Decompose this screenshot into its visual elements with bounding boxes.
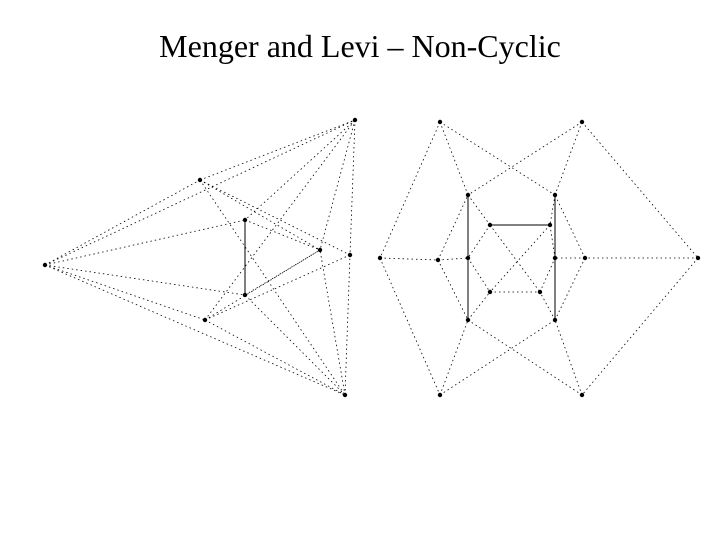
graph-edge bbox=[200, 180, 320, 250]
graph-node bbox=[348, 253, 352, 257]
graph-edge bbox=[468, 320, 582, 395]
graph-node bbox=[438, 393, 442, 397]
graph-edge bbox=[438, 258, 468, 260]
graph-edge bbox=[540, 292, 555, 320]
graph-node bbox=[580, 120, 584, 124]
graph-node bbox=[553, 193, 557, 197]
graph-canvas bbox=[0, 0, 720, 540]
graph-edge bbox=[205, 120, 355, 320]
graph-edge bbox=[440, 122, 468, 195]
graph-edge bbox=[468, 292, 490, 320]
graph-edge bbox=[245, 120, 355, 220]
graph-node bbox=[198, 178, 202, 182]
graph-edge bbox=[438, 195, 468, 260]
graph-node bbox=[553, 318, 557, 322]
graph-node bbox=[343, 393, 347, 397]
graph-node bbox=[538, 290, 542, 294]
graph-edge bbox=[490, 225, 540, 292]
graph-edge bbox=[45, 120, 355, 265]
graph-edge bbox=[205, 255, 350, 320]
graph-node bbox=[696, 256, 700, 260]
graph-edge bbox=[468, 225, 490, 258]
graph-edge bbox=[45, 265, 345, 395]
graph-edge bbox=[555, 122, 582, 195]
graph-node bbox=[43, 263, 47, 267]
graph-node bbox=[378, 256, 382, 260]
graph-edge bbox=[438, 260, 468, 320]
graph-edge bbox=[540, 258, 555, 292]
graph-edge bbox=[45, 265, 205, 320]
graph-edge bbox=[468, 258, 490, 292]
graph-edge bbox=[200, 180, 345, 395]
graph-node bbox=[580, 393, 584, 397]
graph-edge bbox=[582, 122, 698, 258]
graph-edge bbox=[200, 120, 355, 180]
graph-edge bbox=[582, 258, 698, 395]
graph-edge bbox=[468, 122, 582, 195]
graph-node bbox=[488, 223, 492, 227]
slide: { "title": { "text": "Menger and Levi – … bbox=[0, 0, 720, 540]
graph-node bbox=[488, 290, 492, 294]
graph-node bbox=[553, 256, 557, 260]
graph-node bbox=[318, 248, 322, 252]
graph-edge bbox=[555, 195, 585, 258]
graph-edge bbox=[440, 122, 555, 195]
graph-edge bbox=[245, 220, 320, 250]
graph-edge bbox=[205, 320, 345, 395]
graph-node bbox=[583, 256, 587, 260]
graph-edge bbox=[550, 195, 555, 225]
graph-node bbox=[466, 193, 470, 197]
graph-node bbox=[438, 120, 442, 124]
graph-node bbox=[203, 318, 207, 322]
graph-edge bbox=[555, 258, 585, 320]
graph-edge bbox=[205, 250, 320, 320]
graph-edge bbox=[45, 265, 245, 295]
graph-edge bbox=[320, 120, 355, 250]
graph-edge bbox=[45, 180, 200, 265]
graph-edge bbox=[380, 258, 438, 260]
graph-edge bbox=[555, 320, 582, 395]
graph-edge bbox=[320, 250, 345, 395]
graph-edge bbox=[380, 122, 440, 258]
graph-node bbox=[466, 256, 470, 260]
graph-edge bbox=[550, 225, 555, 258]
graph-edge bbox=[380, 258, 440, 395]
graph-edge bbox=[490, 225, 550, 292]
graph-node bbox=[548, 223, 552, 227]
graph-node bbox=[243, 218, 247, 222]
graph-node bbox=[436, 258, 440, 262]
graph-edge bbox=[468, 195, 490, 225]
graph-edge bbox=[45, 220, 245, 265]
graph-node bbox=[243, 293, 247, 297]
graph-edge bbox=[440, 320, 468, 395]
graph-node bbox=[466, 318, 470, 322]
graph-node bbox=[353, 118, 357, 122]
graph-edge bbox=[345, 255, 350, 395]
graph-edge bbox=[350, 120, 355, 255]
graph-edge bbox=[440, 320, 555, 395]
graph-edge bbox=[200, 180, 350, 255]
